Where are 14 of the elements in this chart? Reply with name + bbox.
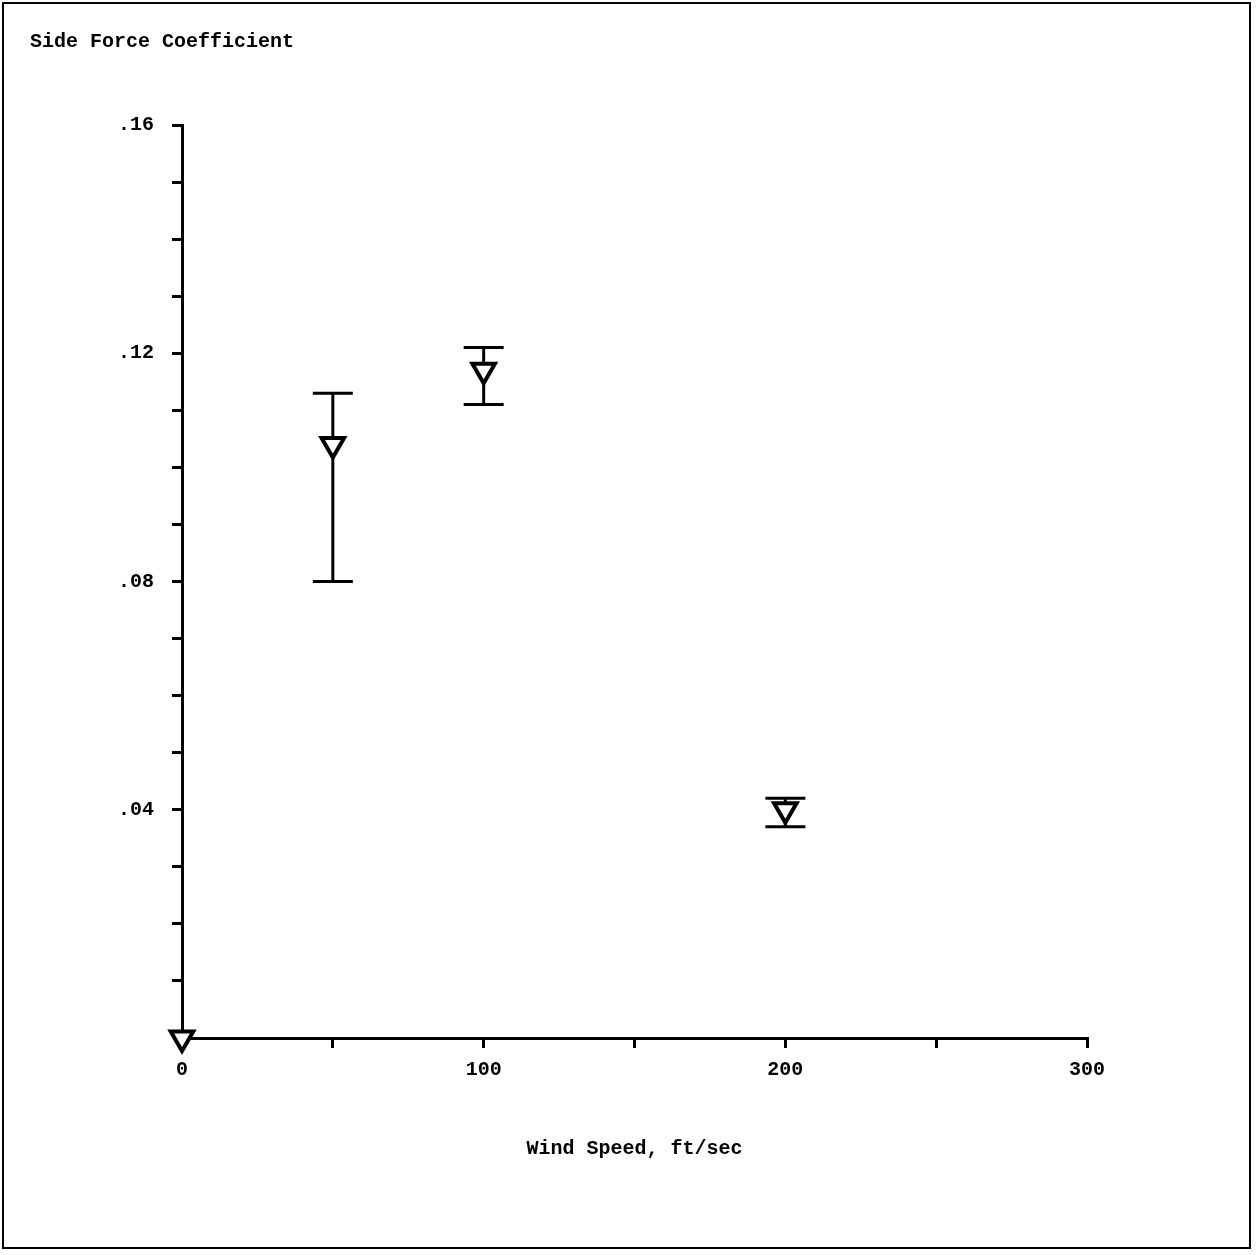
x-axis-title: Wind Speed, ft/sec: [526, 1137, 743, 1161]
x-tick-label: 300: [1068, 1058, 1106, 1082]
y-tick-label: .08: [117, 569, 155, 593]
x-tick-label: 200: [767, 1058, 804, 1082]
point: [168, 1029, 196, 1053]
x-tick-label: 100: [465, 1058, 502, 1082]
y-tick-label: .12: [117, 341, 155, 365]
y-axis-title: Side Force Coefficient: [30, 30, 295, 53]
y-tick-label: .04: [117, 797, 155, 821]
point: [772, 801, 799, 825]
y-tick-label: .16: [117, 113, 155, 137]
point: [470, 361, 497, 386]
point: [319, 436, 347, 460]
x-tick-label: 0: [176, 1058, 189, 1082]
